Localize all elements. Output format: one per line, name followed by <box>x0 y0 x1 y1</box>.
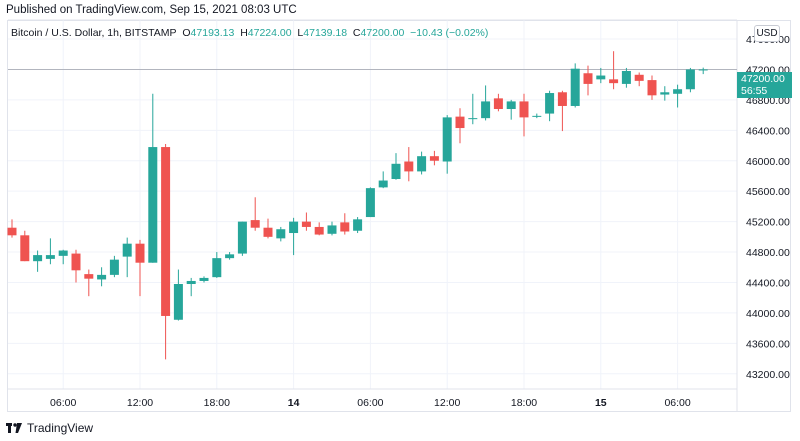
candle-body-up <box>660 92 670 95</box>
candle-body-up <box>378 180 388 188</box>
candle-body-up <box>570 68 580 106</box>
candle-body-up <box>391 163 401 180</box>
legend-close: 47200.00 <box>360 27 405 39</box>
candle-body-down <box>340 222 350 232</box>
candle-body-up <box>45 255 55 259</box>
y-tick-label: 43200.00 <box>746 369 790 381</box>
candle-body-down <box>647 80 657 96</box>
tradingview-logo-icon <box>6 423 22 433</box>
candle-body-down <box>404 161 414 172</box>
legend-change: −10.43 (−0.02%) <box>410 27 489 39</box>
candle-body-down <box>429 156 439 161</box>
x-tick-label: 06:00 <box>50 397 76 409</box>
legend-open-label: O <box>182 27 191 39</box>
candle-body-up <box>698 69 708 71</box>
candle-body-down <box>493 98 503 110</box>
candle-body-up <box>109 259 119 275</box>
candle-body-down <box>84 274 94 279</box>
symbol-legend: Bitcoin / U.S. Dollar, 1h, BITSTAMP O471… <box>11 27 488 39</box>
candle-body-up <box>596 75 606 80</box>
candle-body-down <box>634 74 644 81</box>
y-tick-label: 46000.00 <box>746 156 790 168</box>
candle-body-down <box>135 243 145 263</box>
x-tick-label: 18:00 <box>204 397 230 409</box>
x-tick-label: 15 <box>595 397 607 409</box>
candle-body-up <box>532 115 542 117</box>
candle-body-down <box>301 221 311 227</box>
candle-body-down <box>71 253 81 271</box>
candle-body-up <box>685 69 695 90</box>
candle-body-up <box>122 243 132 257</box>
candle-body-down <box>609 79 619 84</box>
legend-high: 47224.00 <box>247 27 292 39</box>
candle-body-up <box>365 188 375 218</box>
y-tick-label: 46400.00 <box>746 125 790 137</box>
candle-body-up <box>506 101 516 110</box>
candle-body-up <box>468 118 478 120</box>
candle-body-up <box>545 93 555 114</box>
candle-body-up <box>276 229 286 239</box>
candle-body-up <box>417 156 427 172</box>
x-tick-label: 06:00 <box>664 397 690 409</box>
y-tick-label: 44000.00 <box>746 308 790 320</box>
candle-body-up <box>212 258 222 278</box>
currency-button[interactable]: USD <box>754 25 780 42</box>
candle-body-down <box>7 227 17 236</box>
candle-body-up <box>289 221 299 234</box>
candle-body-down <box>20 235 30 262</box>
legend-title: Bitcoin / U.S. Dollar, 1h, BITSTAMP <box>11 27 177 39</box>
y-tick-label: 45200.00 <box>746 217 790 229</box>
candle-body-up <box>353 219 363 231</box>
legend-open: 47193.13 <box>190 27 235 39</box>
candle-body-up <box>58 250 68 256</box>
y-tick-label: 44400.00 <box>746 277 790 289</box>
candle-body-down <box>455 116 465 129</box>
x-tick-label: 18:00 <box>511 397 537 409</box>
candle-body-down <box>314 226 324 235</box>
footer[interactable]: TradingView <box>6 421 93 435</box>
last-price-tag: 47200.00 56:55 <box>737 72 792 98</box>
candle-body-up <box>621 70 631 84</box>
time-axis: 06:00 12:00 18:00 14 06:00 12:00 18:00 15 06:00 <box>50 397 691 409</box>
candle-body-up <box>237 221 247 254</box>
legend-close-label: C <box>352 27 361 39</box>
candle-body-up <box>442 117 452 162</box>
candle-body-up <box>173 284 183 320</box>
x-tick-label: 12:00 <box>127 397 153 409</box>
candle-body-down <box>250 220 260 228</box>
legend-high-label: H <box>240 27 248 39</box>
candle-body-up <box>225 254 235 259</box>
y-tick-label: 44800.00 <box>746 247 790 259</box>
x-tick-label: 12:00 <box>434 397 460 409</box>
candle-body-up <box>481 101 491 119</box>
x-tick-label: 06:00 <box>357 397 383 409</box>
footer-brand: TradingView <box>27 421 94 435</box>
candle-body-up <box>199 277 209 281</box>
x-tick-label: 14 <box>288 397 300 409</box>
legend-low: 47139.18 <box>303 27 348 39</box>
last-price-value: 47200.00 <box>741 73 785 85</box>
candle-body-down <box>583 73 593 84</box>
candle-body-down <box>263 227 273 237</box>
candle-body-up <box>186 280 196 285</box>
y-tick-label: 45600.00 <box>746 186 790 198</box>
bar-countdown: 56:55 <box>741 85 768 97</box>
candles <box>7 51 708 360</box>
candle-body-down <box>557 92 567 106</box>
candle-body-up <box>148 147 158 263</box>
legend-low-label: L <box>297 27 304 39</box>
candle-body-up <box>33 255 43 262</box>
candle-body-up <box>673 89 683 94</box>
candle-body-down <box>519 101 529 118</box>
y-tick-label: 43600.00 <box>746 338 790 350</box>
candle-body-down <box>161 147 171 316</box>
candle-body-up <box>97 274 107 280</box>
published-header: Published on TradingView.com, Sep 15, 20… <box>6 4 297 16</box>
candle-body-up <box>327 225 337 234</box>
